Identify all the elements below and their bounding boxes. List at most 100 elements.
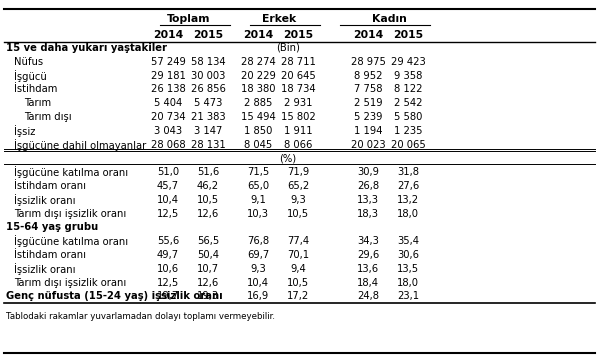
Text: 5 580: 5 580 xyxy=(394,112,422,122)
Text: Nüfus: Nüfus xyxy=(14,57,43,67)
Text: Erkek: Erkek xyxy=(262,14,296,24)
Text: 29 423: 29 423 xyxy=(391,57,425,67)
Text: Tarım dışı işsizlik oranı: Tarım dışı işsizlik oranı xyxy=(14,209,126,219)
Text: 2014: 2014 xyxy=(353,30,383,40)
Text: 20 229: 20 229 xyxy=(241,71,275,81)
Text: 2015: 2015 xyxy=(193,30,223,40)
Text: 20 734: 20 734 xyxy=(151,112,185,122)
Text: 9,1: 9,1 xyxy=(250,195,266,205)
Text: 2 885: 2 885 xyxy=(244,98,272,108)
Text: Tarım dışı: Tarım dışı xyxy=(24,112,71,122)
Text: 2 931: 2 931 xyxy=(284,98,312,108)
Text: 77,4: 77,4 xyxy=(287,236,309,246)
Text: 57 249: 57 249 xyxy=(151,57,185,67)
Text: 10,5: 10,5 xyxy=(197,195,219,205)
Text: 8 952: 8 952 xyxy=(354,71,382,81)
Text: 5 404: 5 404 xyxy=(154,98,182,108)
Text: İşgücü: İşgücü xyxy=(14,70,47,82)
Text: 26 856: 26 856 xyxy=(191,84,226,94)
Text: 10,4: 10,4 xyxy=(157,195,179,205)
Text: 18,0: 18,0 xyxy=(397,209,419,219)
Text: 1 911: 1 911 xyxy=(284,126,313,136)
Text: 16,9: 16,9 xyxy=(247,291,269,301)
Text: 76,8: 76,8 xyxy=(247,236,269,246)
Text: 10,3: 10,3 xyxy=(247,209,269,219)
Text: 18,4: 18,4 xyxy=(357,278,379,288)
Text: 29 181: 29 181 xyxy=(151,71,185,81)
Text: 27,6: 27,6 xyxy=(397,181,419,191)
Text: 58 134: 58 134 xyxy=(191,57,226,67)
Text: Genç nüfusta (15-24 yaş) işsizlik oranı: Genç nüfusta (15-24 yaş) işsizlik oranı xyxy=(6,291,223,301)
Text: 1 235: 1 235 xyxy=(394,126,422,136)
Text: 20 023: 20 023 xyxy=(350,140,385,149)
Text: 2 519: 2 519 xyxy=(353,98,382,108)
Text: 5 239: 5 239 xyxy=(354,112,382,122)
Text: Tarım: Tarım xyxy=(24,98,51,108)
Text: 21 383: 21 383 xyxy=(191,112,226,122)
Text: 55,6: 55,6 xyxy=(157,236,179,246)
Text: 17,2: 17,2 xyxy=(287,291,309,301)
Text: İşgücüne katılma oranı: İşgücüne katılma oranı xyxy=(14,235,128,247)
Text: 15 494: 15 494 xyxy=(241,112,275,122)
Text: (Bin): (Bin) xyxy=(276,43,300,53)
Text: Kadın: Kadın xyxy=(371,14,406,24)
Text: 19,7: 19,7 xyxy=(157,291,179,301)
Text: 5 473: 5 473 xyxy=(194,98,222,108)
Text: Toplam: Toplam xyxy=(167,14,211,24)
Text: 29,6: 29,6 xyxy=(357,250,379,260)
Text: 15-64 yaş grubu: 15-64 yaş grubu xyxy=(6,222,98,233)
Text: 10,5: 10,5 xyxy=(287,278,309,288)
Text: 12,5: 12,5 xyxy=(157,209,179,219)
Text: 35,4: 35,4 xyxy=(397,236,419,246)
Text: 13,5: 13,5 xyxy=(397,264,419,274)
Text: 26,8: 26,8 xyxy=(357,181,379,191)
Text: İşgücüne katılma oranı: İşgücüne katılma oranı xyxy=(14,166,128,178)
Text: 70,1: 70,1 xyxy=(287,250,309,260)
Text: 1 850: 1 850 xyxy=(244,126,272,136)
Text: 8 066: 8 066 xyxy=(284,140,312,149)
Text: 12,6: 12,6 xyxy=(197,278,219,288)
Text: 2014: 2014 xyxy=(243,30,273,40)
Text: 28 131: 28 131 xyxy=(191,140,226,149)
Text: 30,6: 30,6 xyxy=(397,250,419,260)
Text: 9 358: 9 358 xyxy=(394,71,422,81)
Text: 10,6: 10,6 xyxy=(157,264,179,274)
Text: 45,7: 45,7 xyxy=(157,181,179,191)
Text: 24,8: 24,8 xyxy=(357,291,379,301)
Text: 65,0: 65,0 xyxy=(247,181,269,191)
Text: 13,3: 13,3 xyxy=(357,195,379,205)
Text: 12,6: 12,6 xyxy=(197,209,219,219)
Text: 2014: 2014 xyxy=(153,30,183,40)
Text: 30 003: 30 003 xyxy=(191,71,225,81)
Text: 28 274: 28 274 xyxy=(241,57,275,67)
Text: 20 645: 20 645 xyxy=(281,71,316,81)
Text: 8 045: 8 045 xyxy=(244,140,272,149)
Text: (%): (%) xyxy=(280,153,296,163)
Text: 28 711: 28 711 xyxy=(281,57,316,67)
Text: 31,8: 31,8 xyxy=(397,167,419,177)
Text: 65,2: 65,2 xyxy=(287,181,309,191)
Text: 3 043: 3 043 xyxy=(154,126,182,136)
Text: 71,5: 71,5 xyxy=(247,167,269,177)
Text: 20 065: 20 065 xyxy=(391,140,425,149)
Text: 49,7: 49,7 xyxy=(157,250,179,260)
Text: 10,4: 10,4 xyxy=(247,278,269,288)
Text: Tarım dışı işsizlik oranı: Tarım dışı işsizlik oranı xyxy=(14,278,126,288)
Text: 9,4: 9,4 xyxy=(290,264,306,274)
Text: 18,0: 18,0 xyxy=(397,278,419,288)
Text: 13,2: 13,2 xyxy=(397,195,419,205)
Text: 10,7: 10,7 xyxy=(197,264,219,274)
Text: İşsiz: İşsiz xyxy=(14,125,35,137)
Text: 8 122: 8 122 xyxy=(394,84,422,94)
Text: 51,0: 51,0 xyxy=(157,167,179,177)
Text: 26 138: 26 138 xyxy=(151,84,185,94)
Text: 56,5: 56,5 xyxy=(197,236,219,246)
Text: 34,3: 34,3 xyxy=(357,236,379,246)
Text: 18,3: 18,3 xyxy=(357,209,379,219)
Text: 46,2: 46,2 xyxy=(197,181,219,191)
Text: 15 ve daha yukarı yaştakiler: 15 ve daha yukarı yaştakiler xyxy=(6,43,167,53)
Text: 28 975: 28 975 xyxy=(350,57,385,67)
Text: 2 542: 2 542 xyxy=(394,98,422,108)
Text: 71,9: 71,9 xyxy=(287,167,309,177)
Text: 1 194: 1 194 xyxy=(354,126,382,136)
